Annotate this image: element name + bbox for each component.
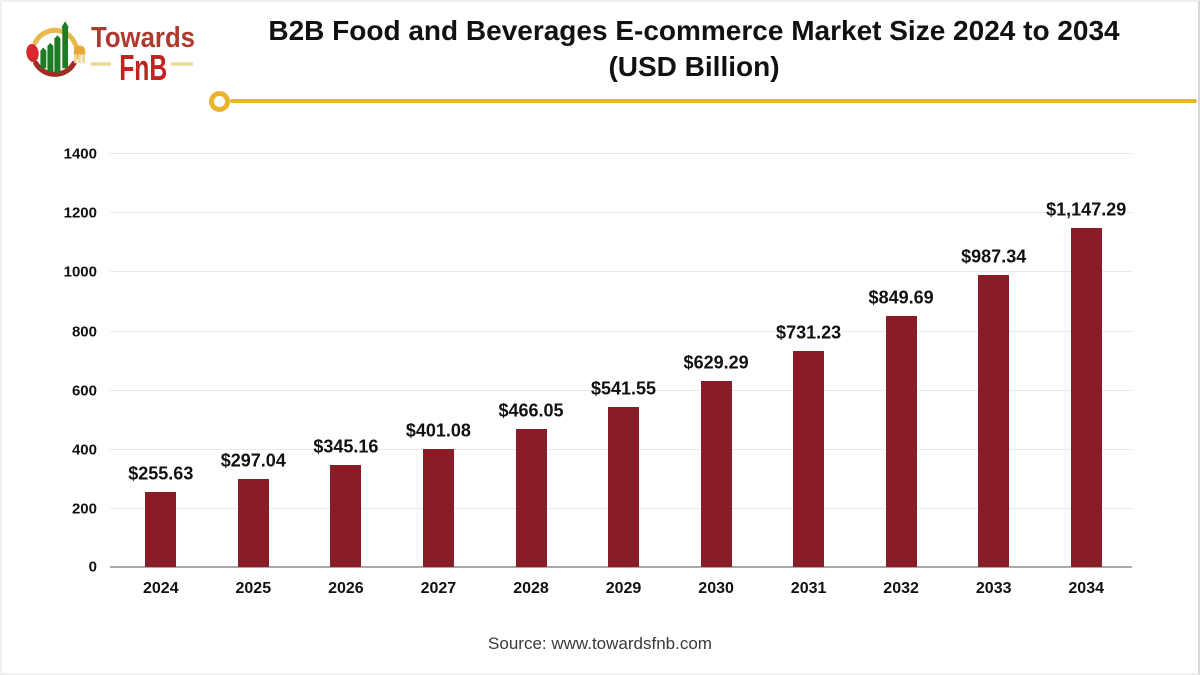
svg-text:Towards: Towards — [91, 22, 195, 54]
svg-text:FnB: FnB — [119, 47, 167, 88]
